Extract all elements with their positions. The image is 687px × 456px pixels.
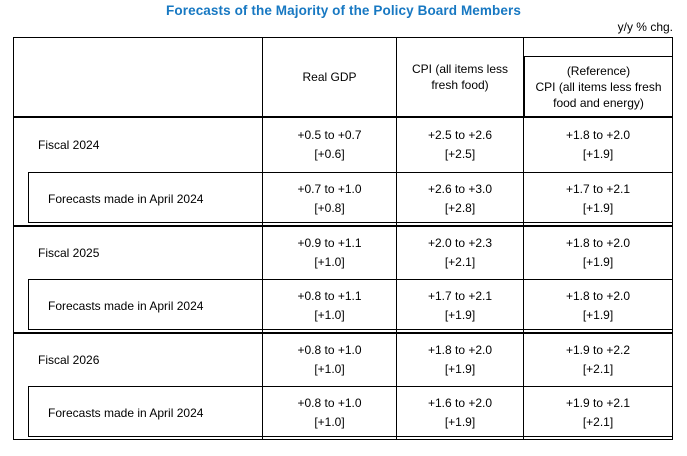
value-median: [+1.9] (582, 147, 614, 161)
column-header-cpi: CPI (all items less fresh food) (397, 38, 524, 116)
value-median: [+1.0] (314, 362, 345, 376)
cpi-value-cell: +1.6 to +2.0 [+1.9] (397, 386, 524, 439)
value-range: +1.6 to +2.0 (427, 395, 493, 410)
value-median: [+1.0] (314, 414, 345, 429)
cpi-value-cell: +2.6 to +3.0 [+2.8] (397, 172, 524, 225)
cpi-value-cell: +1.7 to +2.1 [+1.9] (397, 279, 524, 332)
value-median: [+1.9] (444, 414, 476, 429)
row-label: Fiscal 2026 (14, 334, 263, 386)
april-forecast-row: Forecasts made in April 2024 +0.7 to +1.… (14, 172, 672, 225)
reference-header-line2: CPI (all items less fresh food and energ… (535, 79, 662, 110)
value-range: +0.5 to +0.7 (297, 128, 362, 142)
value-range: +2.0 to +2.3 (427, 236, 493, 250)
row-label: Fiscal 2024 (14, 118, 263, 172)
value-median: [+1.9] (444, 307, 476, 322)
row-label: Forecasts made in April 2024 (14, 172, 263, 225)
value-median: [+0.6] (314, 147, 345, 161)
column-header-gdp: Real GDP (263, 38, 397, 116)
reference-value-cell: +1.9 to +2.2 [+2.1] (524, 334, 672, 386)
value-median: [+2.1] (582, 362, 614, 376)
reference-value-cell: +1.8 to +2.0 [+1.9] (524, 118, 672, 172)
unit-label: y/y % chg. (617, 20, 673, 34)
value-range: +1.8 to +2.0 (565, 128, 631, 142)
page-title: Forecasts of the Majority of the Policy … (166, 3, 521, 18)
table-header-row: Real GDP CPI (all items less fresh food)… (14, 38, 672, 118)
reference-value-cell: +1.7 to +2.1 [+1.9] (524, 172, 672, 225)
value-median: [+1.9] (582, 200, 614, 215)
row-label: Fiscal 2025 (14, 227, 263, 279)
reference-value-cell: +1.9 to +2.1 [+2.1] (524, 386, 672, 439)
value-range: +1.9 to +2.1 (565, 395, 631, 410)
value-median: [+1.9] (444, 362, 476, 376)
value-median: [+2.1] (582, 414, 614, 429)
value-median: [+2.1] (444, 255, 476, 269)
value-median: [+2.8] (444, 200, 476, 215)
value-range: +0.9 to +1.1 (297, 236, 362, 250)
fiscal-year-row: Fiscal 2024 +0.5 to +0.7 [+0.6] +2.5 to … (14, 118, 672, 172)
value-range: +0.8 to +1.0 (297, 395, 362, 410)
value-median: [+1.0] (314, 307, 345, 322)
value-range: +0.8 to +1.0 (297, 343, 362, 357)
value-median: [+1.0] (314, 255, 345, 269)
value-range: +0.7 to +1.0 (297, 181, 362, 196)
forecast-table: Real GDP CPI (all items less fresh food)… (13, 37, 673, 440)
reference-value-cell: +1.8 to +2.0 [+1.9] (524, 279, 672, 332)
value-median: [+1.9] (582, 255, 614, 269)
value-range: +1.8 to +2.0 (565, 288, 631, 303)
gdp-value-cell: +0.9 to +1.1 [+1.0] (263, 227, 397, 279)
reference-header-box: (Reference) CPI (all items less fresh fo… (524, 56, 672, 116)
row-label: Forecasts made in April 2024 (14, 279, 263, 332)
april-forecast-row: Forecasts made in April 2024 +0.8 to +1.… (14, 279, 672, 332)
gdp-value-cell: +0.8 to +1.1 [+1.0] (263, 279, 397, 332)
april-forecast-row: Forecasts made in April 2024 +0.8 to +1.… (14, 386, 672, 439)
value-range: +1.7 to +2.1 (565, 181, 631, 196)
fiscal-year-row: Fiscal 2026 +0.8 to +1.0 [+1.0] +1.8 to … (14, 332, 672, 386)
value-range: +1.8 to +2.0 (565, 236, 631, 250)
value-range: +1.9 to +2.2 (565, 343, 631, 357)
gdp-value-cell: +0.5 to +0.7 [+0.6] (263, 118, 397, 172)
value-range: +1.8 to +2.0 (427, 343, 493, 357)
value-median: [+0.8] (314, 200, 345, 215)
cpi-value-cell: +2.0 to +2.3 [+2.1] (397, 227, 524, 279)
fiscal-year-row: Fiscal 2025 +0.9 to +1.1 [+1.0] +2.0 to … (14, 225, 672, 279)
row-label: Forecasts made in April 2024 (14, 386, 263, 439)
value-median: [+1.9] (582, 307, 614, 322)
value-range: +1.7 to +2.1 (427, 288, 493, 303)
reference-header-line1: (Reference) (566, 63, 631, 78)
gdp-value-cell: +0.7 to +1.0 [+0.8] (263, 172, 397, 225)
column-header-reference: (Reference) CPI (all items less fresh fo… (524, 38, 672, 116)
value-median: [+2.5] (444, 147, 476, 161)
cpi-value-cell: +1.8 to +2.0 [+1.9] (397, 334, 524, 386)
cpi-value-cell: +2.5 to +2.6 [+2.5] (397, 118, 524, 172)
reference-value-cell: +1.8 to +2.0 [+1.9] (524, 227, 672, 279)
corner-cell (14, 38, 263, 116)
value-range: +2.5 to +2.6 (427, 128, 493, 142)
gdp-value-cell: +0.8 to +1.0 [+1.0] (263, 334, 397, 386)
gdp-value-cell: +0.8 to +1.0 [+1.0] (263, 386, 397, 439)
value-range: +2.6 to +3.0 (427, 181, 493, 196)
value-range: +0.8 to +1.1 (297, 288, 362, 303)
